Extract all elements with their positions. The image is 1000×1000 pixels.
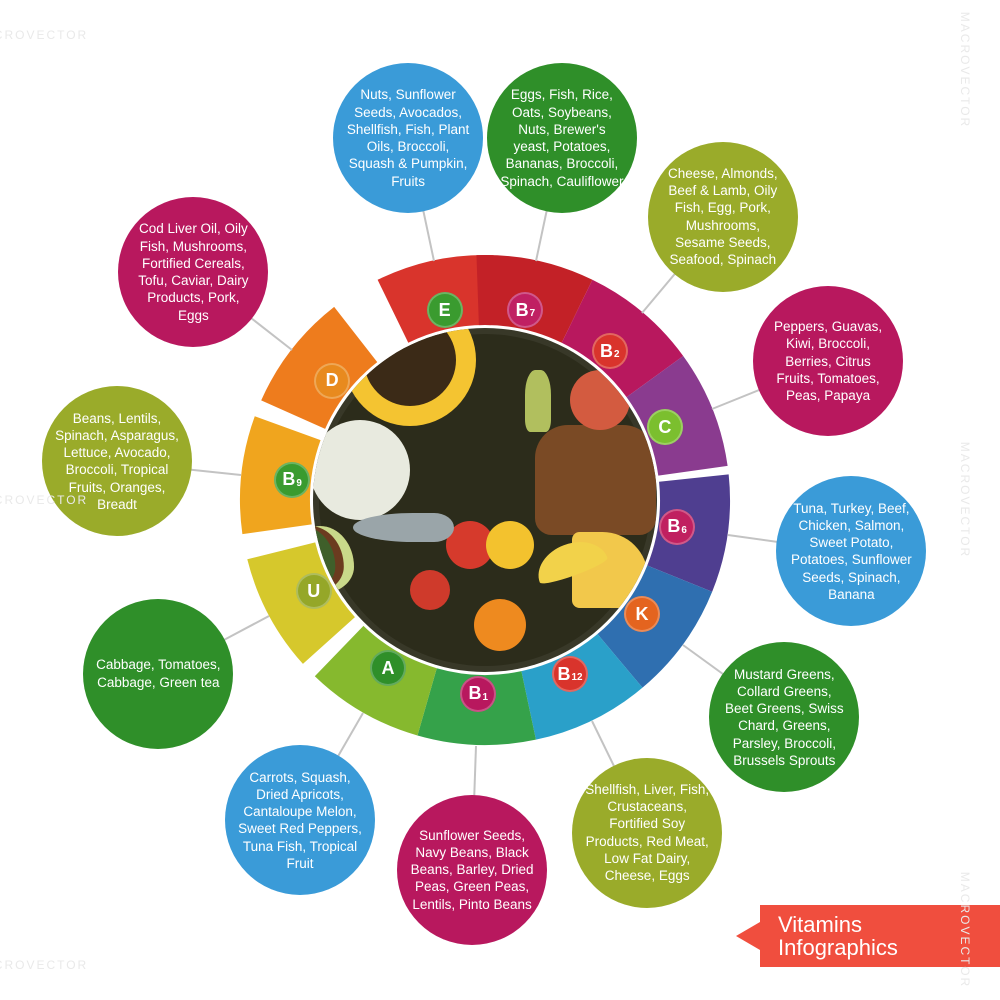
food-sources-text: Mustard Greens, Collard Greens, Beet Gre…	[721, 666, 847, 770]
vitamin-badge-b6: B6	[659, 509, 695, 545]
food-fish	[353, 513, 454, 542]
food-sources-text: Shellfish, Liver, Fish, Crustaceans, For…	[584, 781, 710, 885]
food-sources-text: Cabbage, Tomatoes, Cabbage, Green tea	[95, 656, 221, 691]
food-sources-a: Carrots, Squash, Dried Apricots, Cantalo…	[225, 745, 375, 895]
infographic-stage: EB7B2CB6KB12B1AUB9D Nuts, Sunflower Seed…	[0, 0, 1000, 1000]
food-oil	[525, 370, 551, 432]
food-sources-u: Cabbage, Tomatoes, Cabbage, Green tea	[83, 599, 233, 749]
food-sources-b2: Cheese, Almonds, Beef & Lamb, Oily Fish,…	[648, 142, 798, 292]
food-yellow-pepper	[486, 521, 534, 569]
food-sources-text: Cheese, Almonds, Beef & Lamb, Oily Fish,…	[660, 165, 786, 269]
food-sources-b9: Beans, Lentils, Spinach, Asparagus, Lett…	[42, 386, 192, 536]
food-sources-text: Carrots, Squash, Dried Apricots, Cantalo…	[237, 769, 363, 873]
food-bread	[535, 425, 656, 535]
title-line-1: Vitamins	[778, 913, 1000, 936]
food-sources-text: Sunflower Seeds, Navy Beans, Black Beans…	[409, 827, 535, 913]
food-sunflower-petals	[344, 328, 476, 426]
vitamin-badge-u: U	[296, 573, 332, 609]
food-sources-d: Cod Liver Oil, Oily Fish, Mushrooms, For…	[118, 197, 268, 347]
food-sources-text: Cod Liver Oil, Oily Fish, Mushrooms, For…	[130, 220, 256, 324]
vitamin-badge-d: D	[314, 363, 350, 399]
food-sources-c: Peppers, Guavas, Kiwi, Broccoli, Berries…	[753, 286, 903, 436]
food-shrimp	[570, 370, 630, 430]
food-orange	[474, 599, 526, 651]
center-food-illustration	[313, 328, 657, 672]
vitamin-badge-c: C	[647, 409, 683, 445]
food-sources-text: Tuna, Turkey, Beef, Chicken, Salmon, Swe…	[788, 500, 914, 604]
food-sources-k: Mustard Greens, Collard Greens, Beet Gre…	[709, 642, 859, 792]
food-sources-b7: Eggs, Fish, Rice, Oats, Soybeans, Nuts, …	[487, 63, 637, 213]
food-sources-b1: Sunflower Seeds, Navy Beans, Black Beans…	[397, 795, 547, 945]
food-sources-b12: Shellfish, Liver, Fish, Crustaceans, For…	[572, 758, 722, 908]
food-sources-text: Peppers, Guavas, Kiwi, Broccoli, Berries…	[765, 318, 891, 404]
food-tomato	[410, 570, 450, 610]
vitamin-badge-k: K	[624, 596, 660, 632]
vitamin-badge-b1: B1	[460, 676, 496, 712]
food-sources-text: Nuts, Sunflower Seeds, Avocados, Shellfi…	[345, 86, 471, 190]
vitamin-badge-e: E	[427, 292, 463, 328]
title-ribbon: Vitamins Infographics	[760, 905, 1000, 967]
food-sources-text: Beans, Lentils, Spinach, Asparagus, Lett…	[54, 410, 180, 514]
food-sources-b6: Tuna, Turkey, Beef, Chicken, Salmon, Swe…	[776, 476, 926, 626]
vitamin-badge-b2: B2	[592, 333, 628, 369]
vitamin-badge-a: A	[370, 650, 406, 686]
food-sources-text: Eggs, Fish, Rice, Oats, Soybeans, Nuts, …	[499, 86, 625, 190]
food-cauliflower	[313, 420, 410, 520]
food-sources-e: Nuts, Sunflower Seeds, Avocados, Shellfi…	[333, 63, 483, 213]
title-line-2: Infographics	[778, 936, 1000, 959]
vitamin-badge-b9: B9	[274, 462, 310, 498]
